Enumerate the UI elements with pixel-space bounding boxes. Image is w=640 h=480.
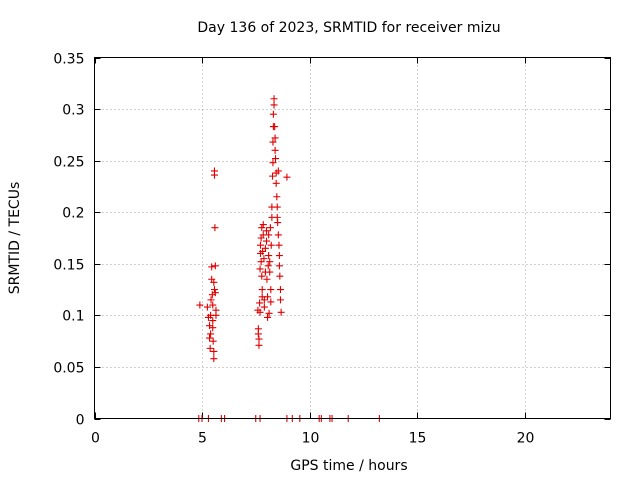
x-tick-label: 15 — [409, 431, 427, 447]
data-point — [260, 255, 268, 263]
data-point — [258, 272, 266, 280]
data-point — [273, 203, 281, 211]
data-point — [209, 301, 217, 309]
data-point — [267, 241, 275, 249]
data-point — [270, 95, 278, 103]
data-point — [263, 275, 271, 283]
data-point — [260, 303, 268, 311]
data-point — [256, 299, 264, 307]
data-point — [255, 335, 263, 343]
data-point — [254, 330, 262, 338]
data-point — [212, 311, 220, 319]
y-axis-label: SRMTID / TECUs — [7, 182, 23, 295]
y-tick-label: 0 — [76, 413, 85, 429]
data-point — [256, 265, 264, 273]
data-point — [266, 258, 274, 266]
data-point — [259, 221, 267, 229]
data-point — [261, 244, 269, 252]
data-point — [264, 313, 272, 321]
data-point — [260, 296, 268, 304]
data-point — [210, 355, 218, 363]
data-point — [258, 224, 266, 232]
data-point — [265, 231, 273, 239]
data-point — [206, 334, 214, 342]
data-point — [263, 227, 270, 235]
y-tick-label: 0.35 — [53, 52, 84, 68]
data-point — [274, 219, 282, 227]
y-tick-label: 0.3 — [62, 103, 84, 119]
data-point — [258, 286, 266, 294]
data-point — [269, 172, 277, 180]
data-point — [211, 289, 219, 297]
data-point — [276, 286, 284, 294]
data-point — [274, 167, 282, 175]
data-point — [283, 173, 291, 181]
data-point — [275, 252, 283, 260]
data-point — [273, 193, 281, 201]
chart-title: Day 136 of 2023, SRMTID for receiver miz… — [197, 20, 500, 36]
data-point — [206, 344, 214, 352]
x-tick-label: 5 — [198, 431, 207, 447]
x-tick-label: 10 — [302, 431, 320, 447]
grid-lines — [94, 57, 611, 419]
data-point — [267, 286, 275, 294]
x-axis-label: GPS time / hours — [290, 458, 407, 474]
x-tick-labels: 0 5 10 15 20 — [91, 431, 534, 447]
data-point — [265, 252, 273, 260]
y-tick-label: 0.05 — [53, 361, 84, 377]
data-point — [209, 317, 217, 325]
data-point — [272, 179, 280, 187]
data-point — [264, 262, 272, 270]
data-point — [269, 159, 277, 167]
data-point — [271, 123, 279, 131]
data-point — [276, 272, 284, 280]
data-point — [267, 298, 275, 306]
data-point — [275, 262, 283, 270]
data-point — [266, 224, 274, 232]
y-tick-labels: 0 0.05 0.1 0.15 0.2 0.25 0.3 0.35 — [53, 52, 84, 429]
data-point — [272, 155, 280, 163]
data-point — [263, 237, 270, 245]
data-point — [210, 347, 218, 355]
data-point — [207, 330, 215, 338]
y-tick-label: 0.1 — [62, 309, 84, 325]
data-point — [271, 146, 279, 154]
data-point — [276, 296, 284, 304]
data-point — [264, 293, 272, 301]
data-point — [269, 110, 277, 118]
data-point — [196, 301, 204, 309]
data-point — [210, 171, 218, 179]
data-point — [210, 278, 218, 286]
data-point — [211, 262, 219, 270]
x-tick-label: 20 — [517, 431, 535, 447]
data-point — [207, 296, 215, 304]
axis-ticks — [94, 57, 611, 420]
data-point — [271, 134, 279, 142]
x-tick-label: 0 — [91, 431, 100, 447]
data-point — [211, 224, 219, 232]
data-point — [256, 308, 264, 316]
y-tick-label: 0.25 — [53, 155, 84, 171]
data-point — [274, 231, 282, 239]
data-point — [210, 286, 218, 294]
data-point — [265, 309, 273, 317]
y-tick-label: 0.2 — [62, 206, 84, 222]
data-point — [256, 241, 264, 249]
data-point — [266, 268, 274, 276]
data-point — [208, 263, 216, 271]
data-point — [203, 303, 211, 311]
plot-frame — [94, 57, 611, 419]
data-point — [277, 308, 285, 316]
data-point — [269, 138, 277, 146]
data-point — [255, 341, 263, 349]
data-point — [209, 337, 217, 345]
y-tick-label: 0.15 — [53, 258, 84, 274]
data-point — [209, 324, 217, 332]
data-point — [275, 241, 283, 249]
data-point — [270, 101, 278, 109]
data-points — [195, 95, 383, 422]
